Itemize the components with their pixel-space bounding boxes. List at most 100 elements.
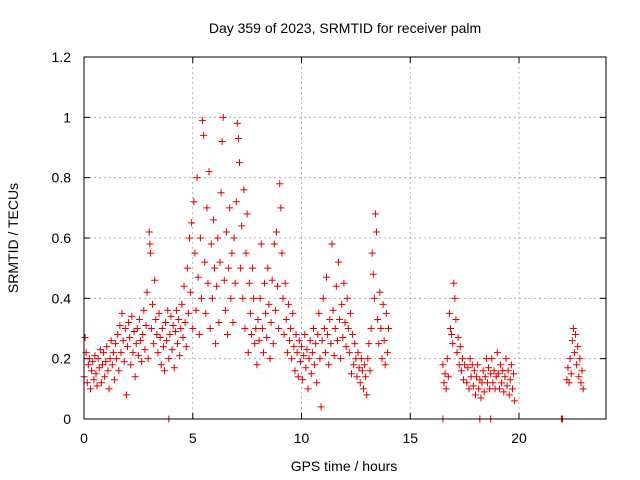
y-tick-label: 1 bbox=[63, 109, 71, 125]
data-point bbox=[319, 294, 327, 302]
data-point bbox=[270, 240, 278, 248]
data-point bbox=[324, 331, 332, 339]
data-point bbox=[576, 355, 584, 363]
data-point bbox=[146, 240, 154, 248]
data-point bbox=[252, 325, 260, 332]
data-point bbox=[175, 315, 183, 323]
data-point bbox=[156, 334, 164, 342]
data-point bbox=[364, 355, 372, 363]
data-point bbox=[317, 403, 325, 411]
data-point bbox=[267, 318, 275, 326]
data-point bbox=[293, 349, 301, 357]
x-tick-label: 0 bbox=[80, 430, 88, 446]
data-point bbox=[573, 361, 581, 369]
data-point bbox=[261, 279, 269, 287]
data-point bbox=[460, 376, 468, 384]
data-point bbox=[448, 331, 456, 339]
data-point bbox=[371, 210, 379, 218]
data-point bbox=[84, 361, 92, 369]
data-point bbox=[132, 340, 140, 348]
data-point bbox=[370, 294, 378, 302]
data-point bbox=[334, 258, 342, 266]
data-point bbox=[168, 346, 176, 354]
data-point bbox=[234, 134, 242, 142]
data-point bbox=[461, 361, 469, 369]
data-point bbox=[221, 306, 229, 314]
data-point bbox=[133, 325, 141, 332]
data-point bbox=[511, 397, 519, 405]
data-point bbox=[378, 355, 386, 363]
y-tick-label: 0.2 bbox=[52, 351, 72, 367]
data-point bbox=[456, 343, 464, 351]
data-point bbox=[155, 309, 163, 317]
data-point bbox=[274, 282, 282, 290]
data-point bbox=[115, 367, 123, 375]
data-point bbox=[89, 358, 97, 366]
data-point bbox=[508, 385, 516, 393]
data-point bbox=[229, 318, 237, 326]
data-point bbox=[349, 331, 357, 339]
data-point bbox=[321, 349, 329, 357]
data-point bbox=[134, 352, 142, 360]
data-point bbox=[96, 346, 104, 354]
data-point bbox=[119, 337, 127, 345]
x-tick-label: 5 bbox=[189, 430, 197, 446]
data-point bbox=[181, 318, 189, 326]
data-point bbox=[375, 340, 383, 348]
x-tick-label: 10 bbox=[294, 430, 310, 446]
data-point bbox=[485, 364, 493, 372]
data-point bbox=[222, 228, 230, 236]
x-axis-ticks: 0 5 10 15 20 bbox=[80, 57, 527, 446]
data-point bbox=[176, 352, 184, 360]
data-point bbox=[345, 349, 353, 357]
data-point bbox=[242, 249, 250, 257]
data-point bbox=[98, 361, 106, 369]
data-point bbox=[271, 306, 279, 314]
data-point bbox=[569, 325, 577, 332]
data-point bbox=[164, 306, 172, 314]
y-tick-label: 0 bbox=[63, 411, 71, 427]
data-point bbox=[495, 385, 503, 393]
plot-frame bbox=[83, 56, 607, 420]
data-point bbox=[129, 349, 137, 357]
data-point bbox=[346, 309, 354, 317]
data-point bbox=[118, 309, 126, 317]
data-point bbox=[160, 367, 168, 375]
data-point bbox=[91, 352, 99, 360]
data-point bbox=[142, 321, 150, 329]
data-point bbox=[245, 279, 253, 287]
data-point bbox=[87, 385, 95, 393]
data-point bbox=[568, 337, 576, 345]
data-point bbox=[567, 370, 575, 378]
data-point bbox=[211, 264, 218, 272]
data-point bbox=[100, 349, 108, 357]
data-point bbox=[137, 337, 145, 345]
data-point bbox=[167, 312, 175, 320]
data-point bbox=[197, 294, 205, 302]
data-point bbox=[113, 355, 121, 363]
data-point bbox=[157, 361, 165, 369]
data-point bbox=[365, 340, 373, 348]
data-point bbox=[339, 334, 347, 342]
data-point bbox=[258, 325, 266, 332]
data-point bbox=[465, 385, 473, 393]
data-point bbox=[441, 370, 449, 378]
data-point bbox=[83, 379, 91, 387]
data-point bbox=[439, 361, 447, 369]
data-point bbox=[343, 294, 351, 302]
data-point bbox=[572, 331, 580, 339]
data-point bbox=[443, 355, 451, 363]
data-point bbox=[265, 300, 273, 308]
data-point bbox=[331, 325, 339, 332]
data-point bbox=[85, 355, 93, 363]
data-point bbox=[272, 228, 280, 236]
data-point bbox=[383, 349, 391, 357]
data-point bbox=[276, 180, 284, 188]
data-point bbox=[382, 309, 390, 317]
data-point bbox=[236, 159, 244, 167]
data-point bbox=[226, 204, 234, 212]
data-point bbox=[282, 315, 290, 323]
data-point bbox=[320, 325, 328, 332]
data-point bbox=[240, 186, 248, 194]
data-point bbox=[464, 364, 472, 372]
